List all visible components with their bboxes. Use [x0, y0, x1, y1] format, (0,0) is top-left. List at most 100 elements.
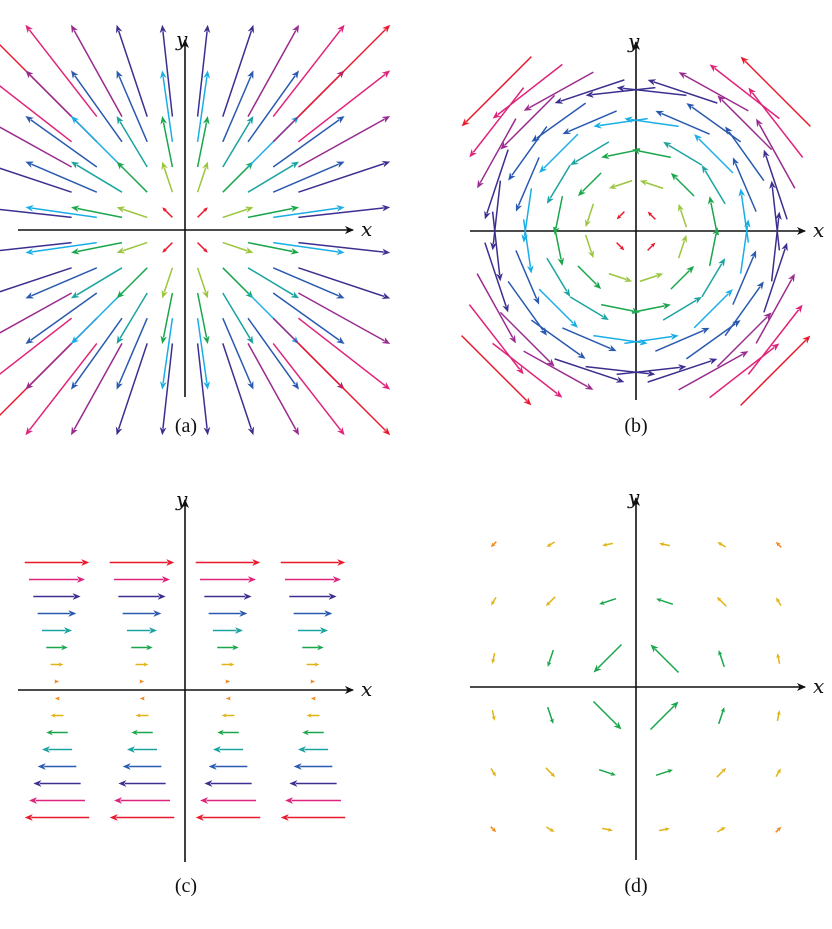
arrow-field: [24, 559, 346, 821]
field-arrowhead: [320, 627, 329, 634]
field-arrow: [581, 172, 602, 193]
field-arrow: [486, 149, 509, 214]
field-arrow: [222, 121, 251, 168]
field-arrow: [74, 317, 123, 385]
field-arrowhead: [585, 219, 591, 228]
field-arrowhead: [71, 381, 79, 390]
field-arrowhead: [613, 721, 622, 730]
field-arrow: [728, 131, 765, 182]
field-arrowhead: [247, 70, 254, 80]
field-arrowhead: [71, 24, 78, 34]
field-arrowhead: [235, 627, 244, 634]
field-arrowhead: [662, 302, 671, 310]
field-arrowhead: [217, 729, 224, 736]
field-arrow: [546, 257, 568, 292]
field-arrow: [751, 92, 804, 158]
field-arrow: [554, 358, 619, 381]
field-arrowhead: [81, 559, 90, 566]
field-arrowhead: [71, 205, 80, 213]
field-arrowhead: [202, 161, 209, 171]
field-arrowhead: [577, 188, 586, 197]
field-arrowhead: [607, 344, 617, 352]
field-arrowhead: [25, 24, 33, 34]
field-arrow: [763, 248, 786, 313]
field-arrowhead: [547, 661, 552, 667]
field-arrowhead: [624, 116, 633, 124]
field-arrowhead: [740, 56, 749, 65]
field-arrowhead: [670, 172, 679, 181]
field-arrowhead: [610, 771, 616, 776]
field-arrowhead: [337, 426, 345, 436]
field-arrow: [548, 541, 556, 546]
field-arrowhead: [670, 701, 679, 710]
field-arrow: [740, 339, 807, 406]
field-arrowhead: [616, 85, 625, 92]
field-arrowhead: [577, 351, 586, 359]
field-arrowhead: [116, 290, 125, 299]
field-arrowhead: [160, 335, 168, 344]
field-arrow: [77, 241, 123, 253]
field-arrowhead: [317, 644, 324, 651]
field-arrow: [708, 233, 717, 267]
field-arrow: [765, 155, 788, 220]
field-arrowhead: [678, 72, 688, 79]
field-arrow: [655, 329, 704, 352]
field-arrowhead: [290, 161, 299, 169]
field-arrowhead: [116, 70, 123, 80]
field-arrow: [658, 828, 667, 832]
field-arrowhead: [71, 426, 78, 436]
field-arrowhead: [71, 70, 79, 79]
field-arrow: [616, 366, 680, 376]
field-arrowhead: [122, 763, 131, 770]
field-arrowhead: [667, 769, 673, 774]
field-arrow: [631, 305, 665, 314]
field-arrowhead: [139, 679, 145, 684]
y-axis-label: y: [175, 487, 188, 511]
field-arrow: [492, 541, 497, 546]
field-arrowhead: [709, 64, 718, 72]
x-axis-label: x: [813, 674, 824, 698]
field-arrow: [755, 278, 793, 344]
field-arrowhead: [639, 180, 648, 186]
field-arrowhead: [788, 273, 795, 283]
field-arrowhead: [496, 273, 503, 282]
field-arrow: [272, 342, 342, 431]
field-arrow: [523, 350, 589, 388]
field-arrowhead: [202, 289, 209, 299]
field-arrow: [775, 828, 780, 833]
field-arrow: [714, 67, 780, 120]
field-arrowhead: [37, 763, 46, 770]
field-arrow: [0, 317, 73, 375]
field-arrowhead: [738, 188, 746, 197]
field-arrowhead: [720, 707, 725, 713]
field-arrowhead: [570, 158, 579, 166]
field-arrowhead: [289, 780, 298, 787]
panel-c: x y (c): [18, 487, 372, 897]
field-arrow: [118, 76, 148, 143]
field-arrowhead: [143, 662, 149, 667]
field-arrowhead: [490, 242, 497, 251]
field-arrow: [162, 318, 174, 384]
field-arrow: [724, 286, 761, 337]
field-arrow: [614, 179, 633, 188]
field-arrow: [536, 102, 587, 139]
field-arrowhead: [532, 295, 540, 305]
field-arrowhead: [157, 593, 166, 600]
field-arrowhead: [212, 746, 221, 753]
field-arrowhead: [491, 715, 496, 721]
field-arrowhead: [656, 598, 662, 603]
field-arrowhead: [776, 768, 781, 774]
field-arrowhead: [161, 289, 168, 299]
field-arrowhead: [701, 165, 709, 174]
field-arrow: [740, 194, 750, 243]
field-arrow: [75, 120, 123, 168]
field-arrowhead: [647, 79, 657, 86]
field-arrowhead: [756, 281, 764, 290]
field-arrow: [222, 267, 250, 295]
field-arrow: [645, 181, 664, 190]
field-arrowhead: [335, 292, 345, 299]
field-arrow: [674, 176, 695, 197]
field-arrow: [222, 76, 252, 143]
field-arrowhead: [545, 601, 551, 607]
field-arrowhead: [549, 718, 554, 724]
